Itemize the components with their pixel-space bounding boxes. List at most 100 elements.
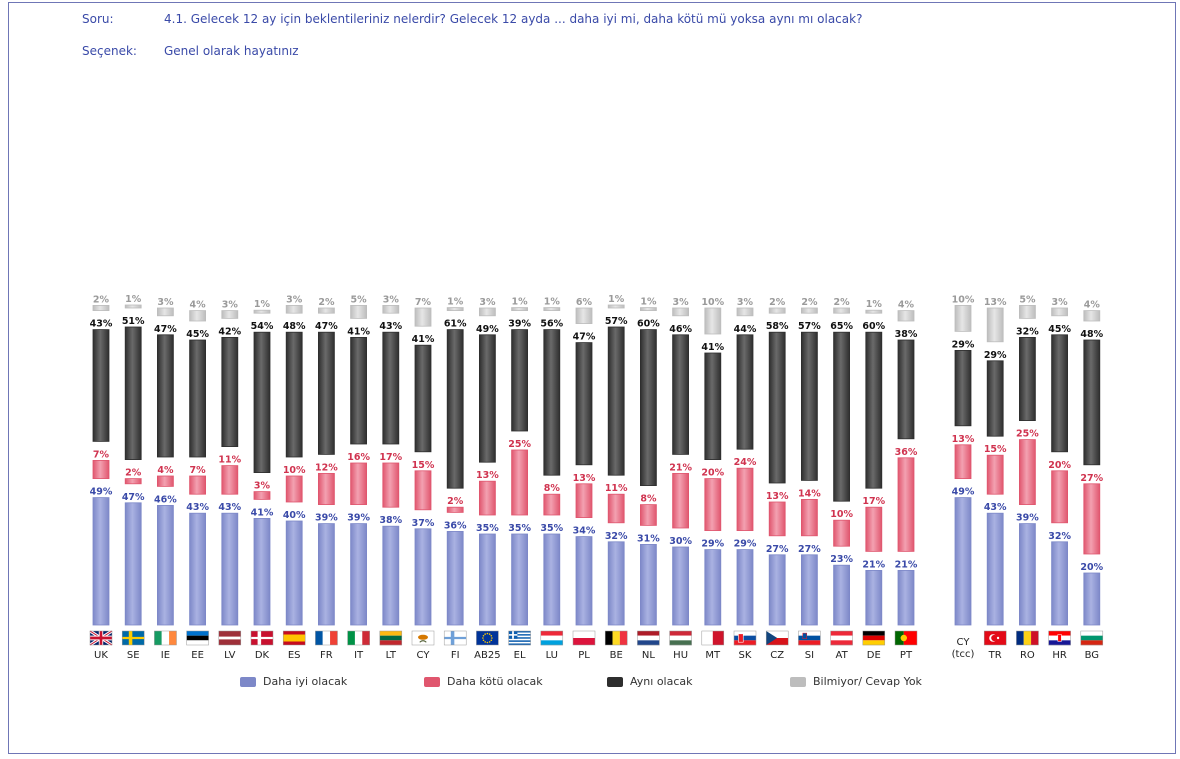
category-label: LU: [546, 650, 558, 661]
value-label-better: 30%: [669, 536, 692, 547]
flag-be-icon: [604, 630, 628, 646]
bar-group-nl: 31% 8% 60% 1% NL: [637, 297, 660, 661]
value-label-worse: 20%: [1048, 460, 1071, 471]
bar-segment-better: [317, 523, 335, 626]
bar-group-si: 27% 14% 57% 2% SI: [798, 297, 821, 661]
bar-segment-worse: [704, 478, 722, 532]
value-label-better: 40%: [283, 510, 306, 521]
value-label-same: 48%: [1080, 329, 1103, 340]
value-label-worse: 15%: [984, 444, 1007, 455]
category-label: SI: [805, 650, 814, 661]
bar-group-uk: 49% 7% 43% 2% UK: [89, 294, 113, 661]
bar-segment-same: [1083, 339, 1101, 466]
flag-sk-icon: [733, 630, 757, 646]
value-label-better: 27%: [766, 544, 789, 555]
bar-segment-same: [414, 344, 432, 453]
category-label: DE: [867, 650, 881, 661]
value-label-worse: 4%: [157, 465, 174, 476]
bar-segment-worse: [543, 493, 561, 516]
category-label: CZ: [770, 650, 784, 661]
value-label-worse: 13%: [476, 470, 499, 481]
value-label-worse: 10%: [283, 465, 306, 476]
flag-cz-icon: [765, 630, 789, 646]
value-label-better: 39%: [347, 513, 370, 524]
value-label-same: 42%: [218, 326, 241, 337]
value-label-worse: 13%: [766, 491, 789, 502]
bar-segment-dk: [640, 307, 657, 312]
flag-gr-icon: [508, 630, 531, 646]
bar-segment-dk: [954, 304, 972, 332]
value-label-worse: 16%: [347, 452, 370, 463]
bar-segment-worse: [156, 475, 174, 487]
bar-group-lu: 35% 8% 56% 1% LU: [540, 297, 563, 661]
value-label-same: 56%: [540, 319, 563, 330]
question-text: 4.1. Gelecek 12 ay için beklentileriniz …: [164, 12, 863, 26]
value-label-worse: 13%: [573, 473, 596, 484]
category-label: HR: [1052, 650, 1067, 661]
legend-item-better: Daha iyi olacak: [240, 675, 347, 688]
flag-gb-icon: [89, 629, 113, 647]
category-label: AT: [836, 650, 849, 661]
bar-segment-better: [543, 533, 561, 626]
legend-swatch-dk: [790, 676, 806, 687]
value-label-better: 35%: [476, 523, 499, 534]
bar-group-ro: 39% 25% 32% 5% RO: [1016, 294, 1039, 661]
flag-dk-icon: [250, 630, 274, 646]
flag-pt-icon: [894, 630, 918, 646]
value-label-dk: 3%: [286, 294, 303, 305]
value-label-worse: 25%: [508, 439, 531, 450]
category-label: FR: [320, 650, 333, 661]
bar-segment-dk: [414, 307, 432, 327]
bar-group-lv: 43% 11% 42% 3% LV: [218, 300, 241, 661]
flag-ee-icon: [186, 630, 209, 646]
bar-segment-dk: [986, 307, 1004, 343]
value-label-worse: 11%: [218, 455, 241, 466]
flag-nl-icon: [637, 630, 660, 646]
value-label-better: 37%: [412, 518, 435, 529]
value-label-same: 29%: [984, 350, 1007, 361]
value-label-dk: 1%: [512, 297, 529, 308]
category-label: PT: [900, 650, 913, 661]
value-label-worse: 3%: [254, 481, 271, 492]
value-label-same: 32%: [1016, 326, 1039, 337]
value-label-better: 47%: [122, 492, 145, 503]
bar-segment-same: [640, 329, 657, 487]
value-label-better: 32%: [605, 531, 628, 542]
bar-segment-better: [833, 564, 850, 626]
category-label: LV: [224, 650, 235, 661]
bar-segment-same: [768, 331, 786, 484]
value-label-dk: 1%: [608, 294, 625, 305]
value-label-dk: 4%: [898, 300, 915, 311]
value-label-dk: 7%: [415, 297, 432, 308]
bar-group-cy: 37% 15% 41% 7% CY: [412, 297, 435, 661]
value-label-same: 45%: [186, 329, 209, 340]
bar-segment-dk: [446, 307, 464, 312]
value-label-worse: 36%: [895, 447, 918, 458]
bar-segment-same: [575, 342, 593, 466]
value-label-better: 39%: [315, 513, 338, 524]
flag-pl-icon: [572, 630, 596, 646]
bar-segment-better: [124, 502, 142, 626]
category-label: PL: [578, 650, 590, 661]
value-label-better: 38%: [379, 515, 402, 526]
bar-segment-better: [865, 570, 883, 626]
bar-segment-dk: [1019, 304, 1036, 319]
value-label-dk: 5%: [351, 294, 368, 305]
bar-group-el: 35% 25% 39% 1% EL: [508, 297, 531, 661]
bar-segment-worse: [221, 465, 239, 495]
bar-segment-better: [221, 512, 239, 626]
flag-es-icon: [282, 630, 306, 646]
value-label-worse: 13%: [952, 434, 975, 445]
bar-group-it: 39% 16% 41% 5% IT: [347, 294, 370, 661]
bar-segment-dk: [768, 307, 786, 314]
value-label-better: 49%: [952, 487, 975, 498]
value-label-same: 41%: [701, 342, 724, 353]
bar-segment-dk: [221, 310, 239, 319]
bar-group-ee: 43% 7% 45% 4% EE: [186, 300, 209, 661]
question-label: Soru:: [82, 12, 114, 26]
legend-item-same: Aynı olacak: [607, 675, 693, 688]
bar-segment-dk: [317, 307, 335, 314]
value-label-same: 57%: [605, 316, 628, 327]
category-label: DK: [255, 650, 270, 661]
bar-segment-worse: [736, 467, 754, 532]
